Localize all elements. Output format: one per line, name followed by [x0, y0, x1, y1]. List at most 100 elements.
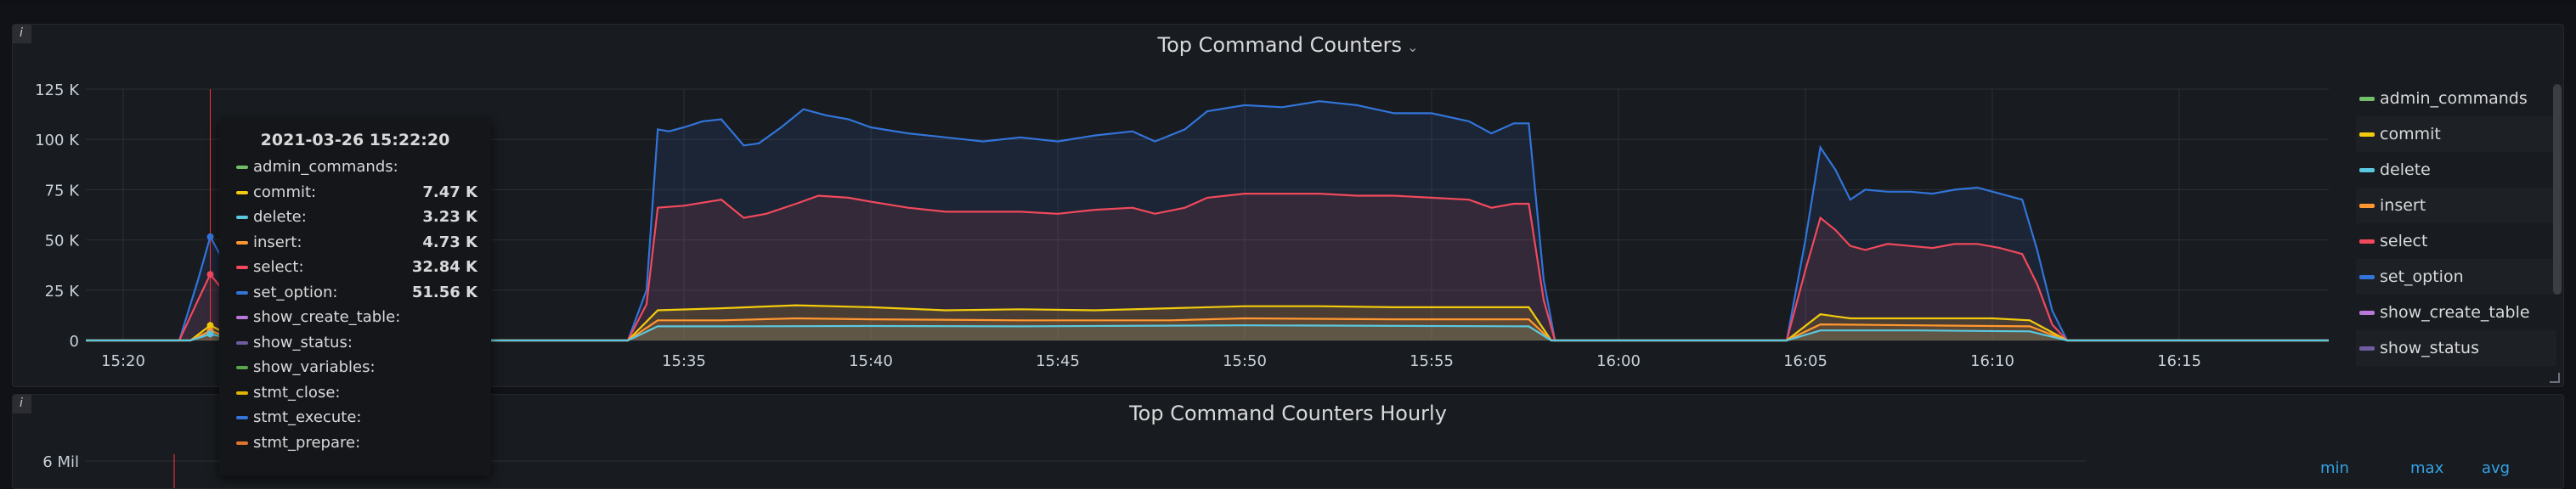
tooltip-series-name: stmt_execute: — [253, 408, 362, 426]
tooltip-series-value: 4.73 K — [422, 233, 477, 251]
legend-item[interactable]: set_option — [2356, 259, 2556, 295]
tooltip-series-name: select: — [253, 258, 304, 276]
legend-item[interactable]: show_status — [2356, 330, 2556, 366]
info-icon[interactable]: i — [13, 395, 31, 413]
panel-title-text[interactable]: Top Command Counters Hourly — [1129, 402, 1447, 425]
tooltip-swatch-icon — [236, 316, 248, 319]
legend-swatch-icon — [2359, 311, 2375, 315]
tooltip-series-value: 3.23 K — [422, 208, 477, 226]
y-tick-label: 6 Mil — [42, 453, 79, 471]
tooltip-row: set_option: 51.56 K — [219, 280, 491, 306]
legend-item[interactable]: show_create_table — [2356, 295, 2556, 330]
legend-item[interactable]: insert — [2356, 188, 2556, 223]
legend-scrollbar[interactable] — [2553, 84, 2562, 295]
y-tick-label: 25 K — [45, 283, 81, 301]
y-tick-label: 125 K — [35, 82, 80, 99]
legend-swatch-icon — [2359, 132, 2375, 137]
tooltip-series-name: show_status: — [253, 333, 353, 351]
tooltip-series-name: stmt_prepare: — [253, 433, 361, 452]
hover-point-set_option — [206, 233, 214, 240]
tooltip-row: show_variables: — [219, 355, 491, 380]
tooltip-row: show_status: — [219, 330, 491, 356]
tooltip-swatch-icon — [236, 166, 248, 169]
tooltip-series-name: set_option: — [253, 283, 338, 301]
legend-swatch-icon — [2359, 204, 2375, 208]
series-line-set_option — [86, 100, 2329, 342]
tooltip-series-value: 51.56 K — [411, 283, 477, 301]
legend-item-label[interactable]: show_create_table — [2380, 303, 2530, 322]
tooltip-row: insert: 4.73 K — [219, 230, 491, 256]
panel-title[interactable]: Top Command Counters Hourly — [13, 402, 2563, 425]
tooltip-swatch-icon — [236, 240, 248, 244]
y-tick-label: 100 K — [35, 132, 80, 149]
tooltip-series-name: stmt_close: — [253, 383, 341, 402]
series-area-insert — [86, 318, 2329, 340]
x-tick-label: 16:10 — [1970, 352, 2014, 370]
tooltip-swatch-icon — [236, 441, 248, 445]
legend-item[interactable]: delete — [2356, 152, 2556, 188]
legend-swatch-icon — [2359, 168, 2375, 172]
tooltip-swatch-icon — [236, 190, 248, 194]
legend-swatch-icon — [2359, 239, 2375, 244]
panel-title-text[interactable]: Top Command Counters — [1157, 33, 1403, 57]
tooltip-time: 2021-03-26 15:22:20 — [260, 131, 450, 149]
tooltip-row: show_create_table: — [219, 305, 491, 330]
legend-item-label[interactable]: set_option — [2380, 267, 2464, 286]
x-tick-label: 15:35 — [662, 352, 706, 370]
legend-item-label[interactable]: commit — [2380, 125, 2441, 143]
legend-item-label[interactable]: insert — [2380, 196, 2426, 215]
tooltip-series-value: 32.84 K — [411, 258, 477, 276]
hover-point-select — [206, 271, 214, 278]
chart-tooltip: 2021-03-26 15:22:20 admin_commands: commi… — [219, 119, 491, 475]
y-tick-label: 50 K — [45, 233, 81, 250]
legend-item-label[interactable]: select — [2380, 232, 2428, 250]
legend-item[interactable]: admin_commands — [2356, 81, 2556, 116]
y-tick-label: 75 K — [45, 182, 81, 200]
tooltip-swatch-icon — [236, 216, 248, 219]
x-tick-label: 16:15 — [2157, 352, 2201, 370]
tooltip-swatch-icon — [236, 416, 248, 419]
tooltip-series-name: commit: — [253, 183, 317, 201]
x-tick-label: 15:55 — [1409, 352, 1454, 370]
tooltip-row: stmt_prepare: — [219, 430, 491, 456]
x-tick-label: 15:40 — [849, 352, 893, 370]
tooltip-series-value: 7.47 K — [422, 183, 477, 201]
series-area-set_option — [86, 101, 2329, 340]
tooltip-series-name: insert: — [253, 233, 302, 251]
legend-item-label[interactable]: show_status — [2380, 339, 2479, 357]
series-line-select — [86, 193, 2329, 342]
tooltip-row: delete: 3.23 K — [219, 205, 491, 230]
x-tick-label: 15:20 — [101, 352, 145, 370]
tooltip-series-name: delete: — [253, 208, 307, 226]
x-tick-label: 15:50 — [1223, 352, 1267, 370]
tooltip-row: stmt_execute: — [219, 405, 491, 430]
series-area-delete — [86, 325, 2329, 340]
tooltip-row: stmt_close: — [219, 380, 491, 406]
tooltip-series-name: show_variables: — [253, 358, 376, 376]
legend-swatch-icon — [2359, 97, 2375, 101]
hover-point-delete — [206, 330, 214, 338]
tooltip-row: commit: 7.47 K — [219, 180, 491, 205]
info-icon[interactable]: i — [13, 25, 31, 43]
x-tick-label: 15:45 — [1036, 352, 1080, 370]
chevron-down-icon[interactable]: ⌄ — [1407, 39, 1419, 55]
panel-title[interactable]: Top Command Counters ⌄ — [13, 33, 2563, 57]
legend-item[interactable]: commit — [2356, 116, 2556, 152]
legend-swatch-icon — [2359, 346, 2375, 351]
hover-point-commit — [206, 322, 214, 329]
legend-swatch-icon — [2359, 275, 2375, 279]
tooltip-row: admin_commands: — [219, 155, 491, 180]
tooltip-series-name: show_create_table: — [253, 308, 401, 326]
tooltip-row: select: 32.84 K — [219, 255, 491, 280]
tooltip-swatch-icon — [236, 266, 248, 269]
legend-item[interactable]: select — [2356, 223, 2556, 259]
legend-item-label[interactable]: admin_commands — [2380, 89, 2528, 108]
tooltip-swatch-icon — [236, 391, 248, 395]
panel-resize-handle[interactable] — [2550, 373, 2560, 383]
legend-item-label[interactable]: delete — [2380, 160, 2431, 179]
y-tick-label: 0 — [70, 333, 79, 351]
dashboard-header-strip — [0, 0, 2576, 3]
x-tick-label: 16:05 — [1783, 352, 1827, 370]
tooltip-swatch-icon — [236, 340, 248, 345]
